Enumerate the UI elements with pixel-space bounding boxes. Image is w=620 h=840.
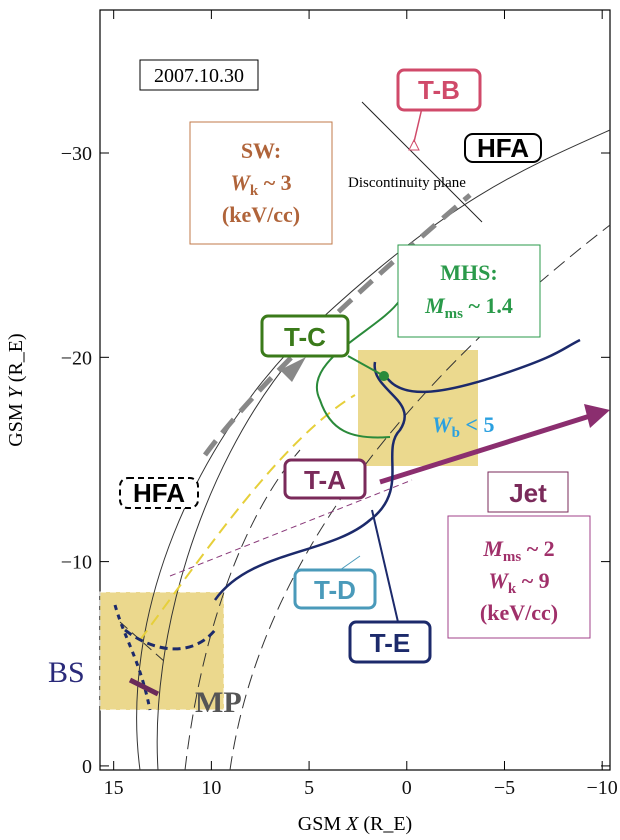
label: M bbox=[482, 536, 504, 561]
label: MHS: bbox=[440, 260, 497, 285]
pointer bbox=[372, 510, 398, 622]
label: X bbox=[345, 813, 359, 835]
label: Mms ~ 1.4 bbox=[424, 293, 513, 322]
x-tick-label: 5 bbox=[304, 777, 314, 799]
label: b bbox=[452, 425, 460, 441]
label: BS bbox=[48, 656, 85, 689]
region bbox=[358, 350, 478, 466]
label: Wk ~ 3 bbox=[230, 170, 291, 199]
x-axis-title: GSM X (R_E) bbox=[298, 813, 412, 835]
label: MP bbox=[195, 686, 242, 719]
label: (R_E) bbox=[363, 813, 412, 835]
x-tick-label: 15 bbox=[104, 777, 124, 799]
label: T-C bbox=[284, 322, 326, 352]
pointer bbox=[340, 556, 360, 570]
label: W bbox=[230, 170, 251, 195]
label: ms bbox=[445, 306, 463, 322]
y-axis-title: GSM Y (R_E) bbox=[5, 333, 27, 446]
label: Wk ~ 9 bbox=[488, 568, 549, 597]
date: 2007.10.30 bbox=[154, 65, 244, 87]
label-box bbox=[398, 245, 540, 337]
y-tick-label: 0 bbox=[82, 756, 92, 778]
label: ~ 3 bbox=[258, 170, 291, 195]
label: GSM bbox=[5, 403, 27, 447]
label: (R_E) bbox=[5, 333, 27, 382]
label: (keV/cc) bbox=[222, 202, 300, 227]
label: W bbox=[488, 568, 509, 593]
label: Discontinuity plane bbox=[348, 175, 466, 191]
label: ms bbox=[503, 549, 521, 565]
discontinuity-line bbox=[362, 102, 482, 222]
x-tick-label: 0 bbox=[402, 777, 412, 799]
y-tick-label: −20 bbox=[61, 347, 92, 369]
x-tick-label: −5 bbox=[494, 777, 515, 799]
label: T-E bbox=[370, 628, 410, 658]
label: T-B bbox=[418, 75, 460, 105]
label: Jet bbox=[509, 478, 547, 508]
label: HFA bbox=[477, 133, 529, 163]
x-tick-label: −10 bbox=[587, 777, 618, 799]
pointer bbox=[414, 108, 422, 142]
label: M bbox=[424, 293, 446, 318]
label: HFA bbox=[133, 478, 185, 508]
label: SW: bbox=[241, 138, 281, 163]
label: (keV/cc) bbox=[480, 600, 558, 625]
x-tick-label: 10 bbox=[201, 777, 221, 799]
y-tick-label: −30 bbox=[61, 143, 92, 165]
label: T-D bbox=[314, 575, 356, 605]
label: Y bbox=[5, 385, 27, 398]
label: Wb < 5 bbox=[432, 412, 494, 441]
arrowhead bbox=[584, 404, 610, 428]
label: < 5 bbox=[460, 412, 495, 437]
label: W bbox=[432, 412, 453, 437]
label: GSM bbox=[298, 813, 342, 835]
label: T-A bbox=[304, 465, 346, 495]
y-tick-label: −10 bbox=[61, 552, 92, 574]
page: 2007.10.30 T-B HFA Discontinuity plane S… bbox=[0, 0, 620, 840]
jet-label: Mms ~ 2 Wk ~ 9 (keV/cc) bbox=[480, 536, 558, 625]
label: ~ 9 bbox=[516, 568, 549, 593]
label: ~ 1.4 bbox=[463, 293, 513, 318]
figure: 2007.10.30 T-B HFA Discontinuity plane S… bbox=[0, 0, 620, 840]
arrowhead bbox=[280, 357, 306, 382]
label: ~ 2 bbox=[521, 536, 554, 561]
